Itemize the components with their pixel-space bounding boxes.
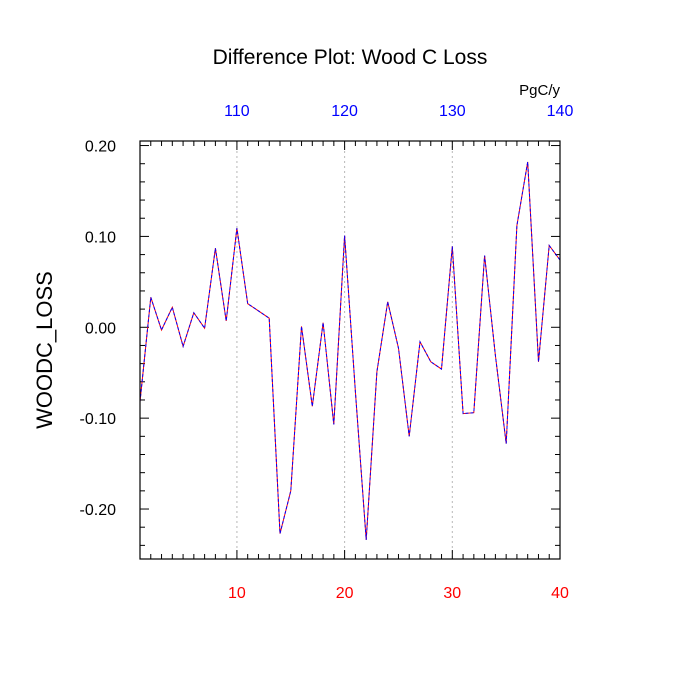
data-point <box>236 227 238 229</box>
x-bottom-tick-label: 20 <box>336 585 354 602</box>
data-point <box>160 329 162 331</box>
x-bottom-tick-label: 30 <box>443 585 461 602</box>
data-point <box>268 317 270 319</box>
ticks-layer <box>140 141 560 559</box>
x-bottom-tick-label: 10 <box>228 585 246 602</box>
x-top-tick-label: 140 <box>547 103 574 120</box>
data-point <box>171 306 173 308</box>
data-point <box>451 245 453 247</box>
data-point <box>279 532 281 534</box>
data-point <box>214 247 216 249</box>
data-point <box>430 361 432 363</box>
series-line-blue <box>139 161 561 540</box>
data-point <box>483 254 485 256</box>
data-point <box>397 347 399 349</box>
data-point <box>505 442 507 444</box>
chart-title: Difference Plot: Wood C Loss <box>213 46 488 69</box>
data-point <box>440 368 442 370</box>
data-point <box>354 391 356 393</box>
y-axis-label: WOODC_LOSS <box>32 271 57 429</box>
data-point <box>246 302 248 304</box>
x-top-tick-label: 120 <box>331 103 358 120</box>
data-point <box>225 320 227 322</box>
data-point <box>408 435 410 437</box>
data-point <box>203 327 205 329</box>
data-point <box>322 322 324 324</box>
data-point <box>257 310 259 312</box>
data-point <box>300 325 302 327</box>
y-tick-label: -0.10 <box>80 411 117 428</box>
plot-frame <box>139 140 561 560</box>
data-point <box>526 161 528 163</box>
data-point <box>419 341 421 343</box>
data-point <box>343 234 345 236</box>
series-line-red <box>139 161 561 540</box>
tick-labels-layer: 10 20 30 40 110 120 130 140 0.20 0.10 0.00 -0.10 -0.… <box>80 103 574 602</box>
y-tick-label: -0.20 <box>80 502 117 519</box>
data-point <box>150 296 152 298</box>
data-point <box>516 224 518 226</box>
data-point <box>494 354 496 356</box>
y-tick-label: 0.00 <box>85 320 116 337</box>
data-point <box>376 371 378 373</box>
x-bottom-tick-label: 40 <box>551 585 569 602</box>
data-point <box>182 345 184 347</box>
y-tick-label: 0.20 <box>85 139 116 156</box>
x-top-tick-label: 130 <box>439 103 466 120</box>
data-point <box>365 539 367 541</box>
series-layer <box>139 161 561 541</box>
data-point <box>537 361 539 363</box>
data-point <box>193 312 195 314</box>
data-point <box>290 490 292 492</box>
data-point <box>473 412 475 414</box>
data-point <box>462 412 464 414</box>
x-top-tick-label: 110 <box>224 103 250 120</box>
data-point <box>311 405 313 407</box>
grid-layer <box>236 141 453 559</box>
y-tick-label: 0.10 <box>85 229 116 246</box>
data-point <box>333 423 335 425</box>
data-point <box>386 301 388 303</box>
top-axis-units: PgC/y <box>519 82 560 99</box>
data-point <box>548 244 550 246</box>
